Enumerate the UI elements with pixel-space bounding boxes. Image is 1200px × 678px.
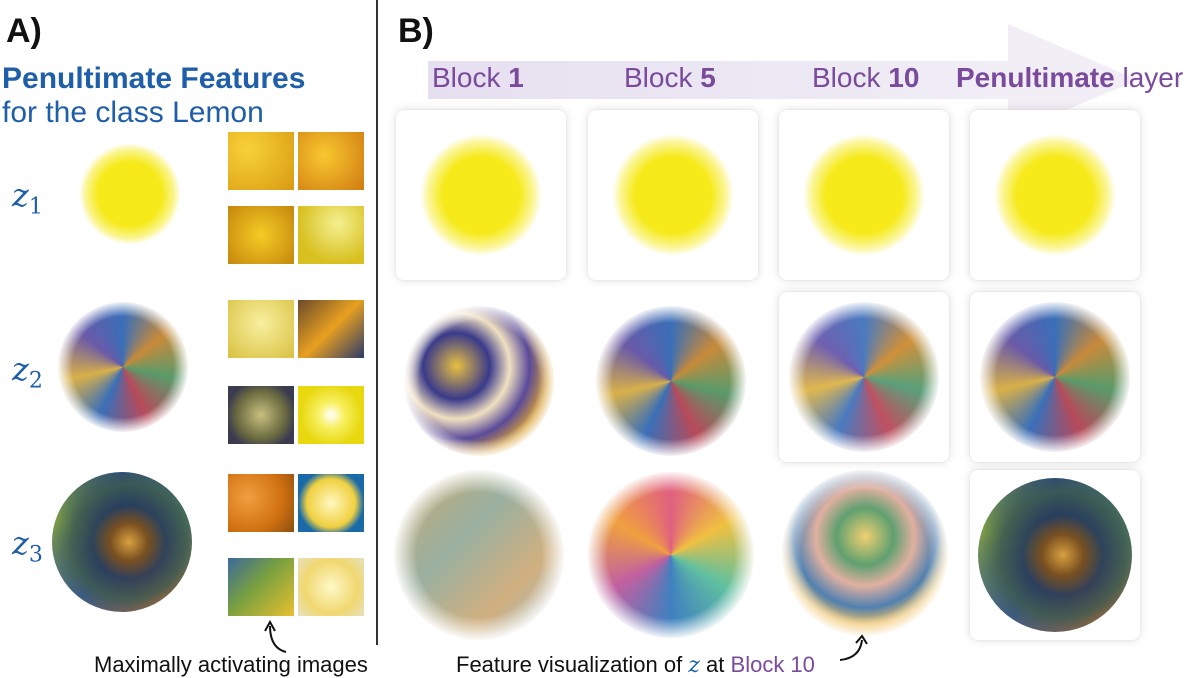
lemon-thumbnail [228, 206, 294, 264]
lemon-thumbnail [228, 474, 294, 532]
z3-label: z3 [12, 524, 43, 568]
panel-a-title-rest: for the class Lemon [2, 96, 264, 129]
penultimate-layer-label: Penultimate layer [956, 62, 1184, 93]
z2-block-10-visualization [789, 302, 939, 452]
layer-progression-arrow [428, 24, 1138, 134]
lemon-thumbnail [298, 558, 364, 616]
lemon-thumbnail [298, 386, 364, 444]
lemon-thumbnail [228, 386, 294, 444]
panel-a-label: A) [6, 12, 42, 50]
z3-penultimate-visualization [978, 478, 1132, 632]
lemon-thumbnail [298, 132, 364, 190]
lemon-thumbnail [298, 300, 364, 358]
z2-penultimate-visualization [980, 302, 1130, 452]
panel-b-label: B) [398, 12, 434, 50]
z1-feature-visualization [80, 144, 180, 244]
z3-block-10-visualization [782, 470, 948, 636]
z2-block-5-visualization [596, 306, 746, 456]
lemon-thumbnail [228, 558, 294, 616]
z1-block-1-visualization [421, 135, 541, 255]
panel-b-caption: Feature visualization of z at Block 10 [456, 652, 815, 678]
z2-feature-visualization [58, 302, 188, 432]
z1-block-10-visualization [804, 135, 924, 255]
panel-divider [376, 0, 378, 645]
z1-block-5-visualization [613, 135, 733, 255]
z3-block-1-visualization [394, 470, 564, 640]
block-10-label: Block 10 [812, 62, 920, 93]
z2-block-1-visualization [404, 306, 554, 456]
block-1-label: Block 1 [432, 62, 524, 93]
lemon-thumbnail [298, 206, 364, 264]
lemon-thumbnail [298, 474, 364, 532]
z1-label: z1 [12, 176, 43, 220]
z1-penultimate-visualization [995, 135, 1115, 255]
panel-a-title: Penultimate Features for the class Lemon [2, 62, 305, 130]
z2-label: z2 [12, 350, 43, 394]
panel-a-caption: Maximally activating images [94, 652, 368, 677]
z3-feature-visualization [52, 472, 192, 612]
panel-a-title-bold: Penultimate Features [2, 62, 306, 95]
z3-block-5-visualization [588, 472, 754, 638]
caption-arrow-icon [264, 620, 287, 653]
caption-arrow-icon [839, 634, 868, 661]
block-5-label: Block 5 [624, 62, 716, 93]
lemon-thumbnail [228, 300, 294, 358]
lemon-thumbnail [228, 132, 294, 190]
